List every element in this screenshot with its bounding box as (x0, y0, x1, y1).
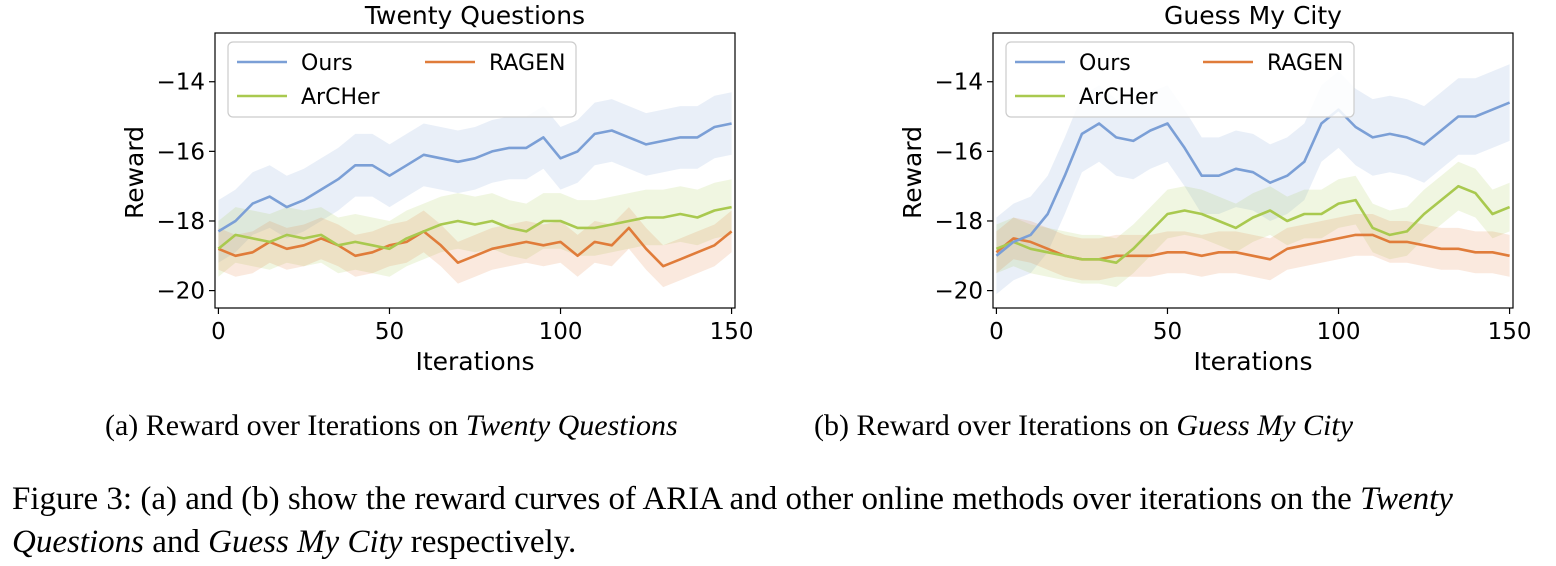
x-tick-label: 0 (211, 319, 226, 345)
legend-label-ours: Ours (301, 51, 353, 76)
y-axis-label: Reward (898, 126, 927, 219)
subcaption-a-text: (a) Reward over Iterations on (105, 409, 466, 442)
y-tick-label: −20 (934, 279, 983, 305)
chart-svg: 0 50 100 150 −20 −18 −16 −14 Guess My City Iterat… (898, 1, 1532, 376)
legend-label-archer: ArCHer (1079, 85, 1159, 110)
figure-caption-italic-2: Guess My City (208, 524, 403, 560)
legend-label-ours: Ours (1079, 51, 1131, 76)
series-line-ragen (217, 226, 733, 268)
chart-twenty-questions: 0 50 100 150 −20 −18 −16 −14 Twenty Questions Ite… (0, 0, 778, 400)
legend-box (227, 41, 577, 118)
x-tick-label: 50 (1153, 319, 1182, 345)
y-tick-label: −16 (156, 139, 205, 165)
x-tick-label: 100 (539, 319, 583, 345)
band-ours (218, 92, 732, 263)
series-line-archer (217, 205, 732, 251)
x-tick-label: 150 (710, 319, 754, 345)
x-axis-label: Iterations (415, 347, 534, 376)
chart-title: Guess My City (1164, 1, 1342, 30)
legend: Ours ArCHer RAGEN (227, 41, 577, 118)
y-axis-label: Reward (120, 126, 149, 219)
plot-frame (992, 32, 1514, 309)
x-axis-label: Iterations (1193, 347, 1312, 376)
y-tick-label: −18 (934, 209, 983, 235)
series-line-ours (995, 101, 1511, 257)
plot-frame (214, 32, 736, 309)
subcaption-b-text: (b) Reward over Iterations on (814, 409, 1177, 442)
chart-title: Twenty Questions (364, 1, 585, 30)
legend-label-archer: ArCHer (301, 85, 381, 110)
x-tick-label: 150 (1488, 319, 1532, 345)
y-tick-label: −14 (934, 70, 983, 96)
band-archer (218, 179, 732, 277)
x-tick-label: 0 (989, 319, 1004, 345)
subcaption-a: (a) Reward over Iterations on Twenty Que… (105, 409, 678, 443)
legend-box (1005, 41, 1355, 118)
legend: Ours ArCHer RAGEN (1005, 41, 1355, 118)
legend-label-ragen: RAGEN (1267, 51, 1343, 76)
legend-label-ragen: RAGEN (489, 51, 565, 76)
figure-caption-italic-1: Twenty Questions (12, 481, 1453, 560)
figure-caption-text-1: Figure 3: (a) and (b) show the reward cu… (12, 481, 1361, 517)
y-tick-label: −16 (934, 139, 983, 165)
figure-caption-text-2: and (144, 524, 209, 560)
figure-caption-text-3: respectively. (402, 524, 577, 560)
y-tick-label: −14 (156, 70, 205, 96)
figure-caption: Figure 3: (a) and (b) show the reward cu… (12, 478, 1552, 564)
x-tick-label: 100 (1317, 319, 1361, 345)
subcaption-a-italic: Twenty Questions (465, 409, 678, 442)
chart-guess-my-city: 0 50 100 150 −20 −18 −16 −14 Guess My City Iterat… (778, 0, 1556, 400)
subcaption-b-italic: Guess My City (1176, 409, 1354, 442)
x-tick-label: 50 (375, 319, 404, 345)
subcaption-b: (b) Reward over Iterations on Guess My C… (814, 409, 1353, 443)
series-line-ours (217, 122, 732, 233)
y-tick-label: −18 (156, 209, 205, 235)
band-ours (996, 64, 1510, 295)
y-tick-label: −20 (156, 279, 205, 305)
series-lines (995, 101, 1511, 265)
series-lines (217, 122, 733, 268)
series-line-archer (995, 184, 1511, 265)
chart-svg: 0 50 100 150 −20 −18 −16 −14 Twenty Questions Ite… (120, 1, 754, 376)
